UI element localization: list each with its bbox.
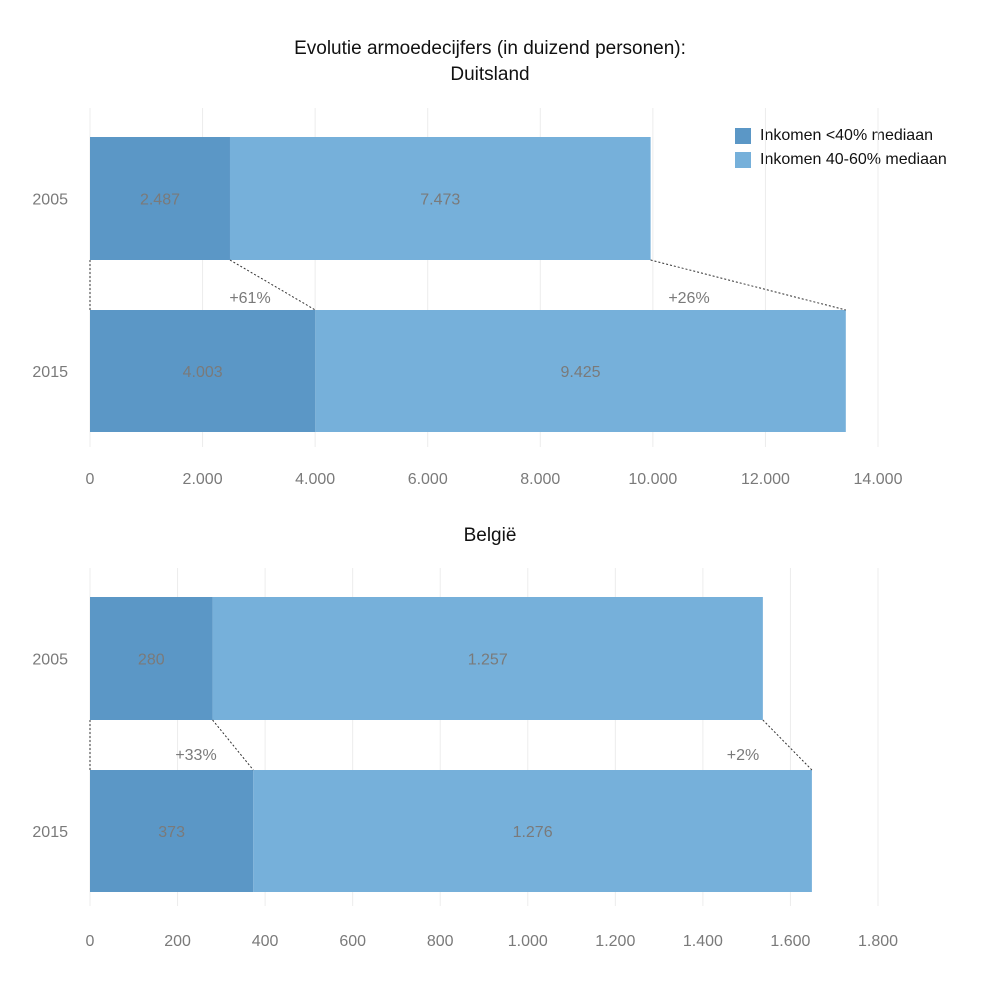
y-category-label-duitsland-2015: 2015 (32, 364, 68, 381)
bar-label-belgie-2015-series-0: 373 (158, 824, 185, 841)
x-tick-label-belgie-4: 800 (427, 933, 454, 950)
bar-label-belgie-2015-series-1: 1.276 (513, 824, 553, 841)
x-tick-label-belgie-7: 1.400 (683, 933, 723, 950)
bar-label-belgie-2005-series-0: 280 (138, 652, 165, 669)
connector-belgie-series-1 (762, 719, 813, 771)
bar-belgie-2005-series-1 (212, 597, 763, 720)
x-tick-label-duitsland-2: 4.000 (295, 471, 335, 488)
bar-duitsland-2005-series-1 (229, 137, 651, 260)
legend-item-40-60: Inkomen 40-60% mediaan (735, 148, 947, 172)
legend-item-below-40: Inkomen <40% mediaan (735, 124, 947, 148)
legend: Inkomen <40% mediaan Inkomen 40-60% medi… (735, 124, 947, 172)
y-category-label-belgie-2005: 2005 (32, 652, 68, 669)
y-category-label-belgie-2015: 2015 (32, 824, 68, 841)
figure-title: Evolutie armoedecijfers (in duizend pers… (294, 38, 686, 59)
x-tick-label-belgie-1: 200 (164, 933, 191, 950)
bar-belgie-2015-series-1 (253, 770, 812, 892)
bar-belgie-2015-series-0 (90, 770, 254, 892)
x-tick-label-duitsland-6: 12.000 (741, 471, 790, 488)
x-tick-label-duitsland-0: 0 (86, 471, 95, 488)
legend-swatch-below-40 (735, 128, 751, 144)
x-tick-label-duitsland-4: 8.000 (520, 471, 560, 488)
x-tick-label-belgie-3: 600 (339, 933, 366, 950)
bar-label-duitsland-2015-series-0: 4.003 (183, 364, 223, 381)
bar-duitsland-2005-series-0 (90, 137, 230, 260)
x-tick-label-duitsland-3: 6.000 (408, 471, 448, 488)
x-tick-label-duitsland-7: 14.000 (854, 471, 903, 488)
bar-label-belgie-2005-series-1: 1.257 (468, 652, 508, 669)
bar-label-duitsland-2015-series-1: 9.425 (561, 364, 601, 381)
connector-duitsland-series-0 (229, 259, 316, 311)
x-tick-label-belgie-0: 0 (86, 933, 95, 950)
x-tick-label-belgie-2: 400 (252, 933, 279, 950)
chart-title-duitsland: Duitsland (450, 64, 530, 85)
x-tick-label-duitsland-5: 10.000 (628, 471, 677, 488)
bar-belgie-2005-series-0 (90, 597, 213, 720)
connector-belgie-series-0 (212, 719, 254, 771)
bar-label-duitsland-2005-series-0: 2.487 (140, 192, 180, 209)
growth-annotation-belgie-1: +2% (727, 747, 759, 764)
x-tick-label-belgie-6: 1.200 (595, 933, 635, 950)
bar-duitsland-2015-series-1 (315, 310, 846, 432)
legend-label-below-40: Inkomen <40% mediaan (760, 127, 933, 144)
bar-duitsland-2015-series-0 (90, 310, 316, 432)
bar-label-duitsland-2005-series-1: 7.473 (420, 192, 460, 209)
growth-annotation-duitsland-0: +61% (229, 290, 270, 307)
x-tick-label-belgie-5: 1.000 (508, 933, 548, 950)
y-category-label-duitsland-2005: 2005 (32, 192, 68, 209)
x-tick-label-belgie-9: 1.800 (858, 933, 898, 950)
legend-label-40-60: Inkomen 40-60% mediaan (760, 151, 947, 168)
x-tick-label-duitsland-1: 2.000 (183, 471, 223, 488)
growth-annotation-duitsland-1: +26% (668, 290, 709, 307)
legend-swatch-40-60 (735, 152, 751, 168)
x-tick-label-belgie-8: 1.600 (770, 933, 810, 950)
chart-title-belgie: België (463, 525, 517, 546)
growth-annotation-belgie-0: +33% (175, 747, 216, 764)
connector-duitsland-series-1 (650, 259, 846, 311)
